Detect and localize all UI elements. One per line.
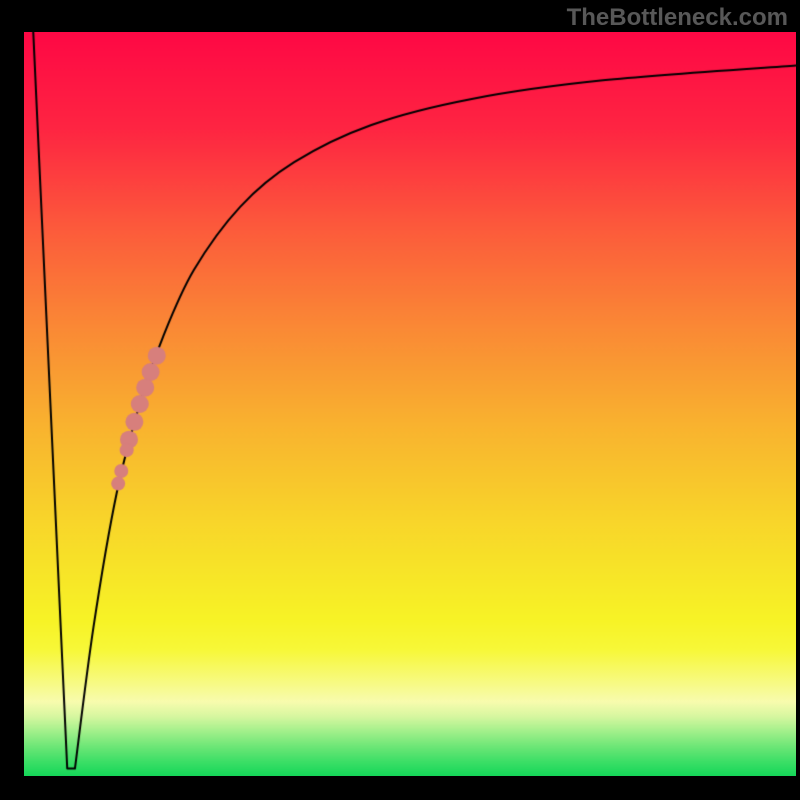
- bottleneck-chart: [24, 32, 796, 776]
- watermark-text: TheBottleneck.com: [567, 4, 788, 32]
